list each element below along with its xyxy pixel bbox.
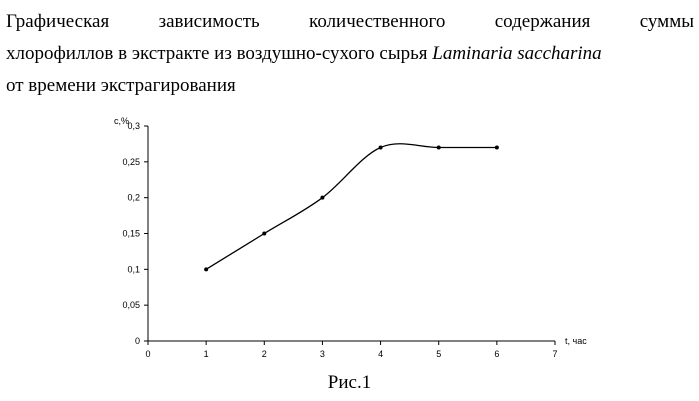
x-axis-label: t, час [565, 336, 587, 346]
y-axis-label: с,% [114, 116, 129, 126]
x-tick-label: 7 [552, 349, 557, 359]
data-point [437, 146, 441, 150]
chart-ticks: 0 0,05 0,1 0,15 0,2 0,25 0,3 0 1 2 3 4 5 6 7 [122, 121, 557, 359]
chart-series [204, 144, 499, 272]
x-tick-label: 0 [145, 349, 150, 359]
data-point [320, 196, 324, 200]
x-tick-label: 6 [494, 349, 499, 359]
data-point [204, 267, 208, 271]
data-point [262, 232, 266, 236]
y-tick-label: 0,15 [122, 229, 140, 239]
y-tick-label: 0,2 [127, 193, 140, 203]
chart-axes [148, 126, 555, 341]
x-tick-label: 4 [378, 349, 383, 359]
y-tick-label: 0,1 [127, 264, 140, 274]
x-tick-label: 5 [436, 349, 441, 359]
data-point [379, 146, 383, 150]
data-point [495, 146, 499, 150]
y-tick-label: 0,3 [127, 121, 140, 131]
y-tick-label: 0,25 [122, 157, 140, 167]
figure-caption: Рис.1 [0, 372, 699, 394]
y-tick-label: 0,05 [122, 300, 140, 310]
series-line [206, 144, 497, 270]
x-tick-label: 3 [320, 349, 325, 359]
y-tick-label: 0 [135, 336, 140, 346]
x-tick-label: 2 [262, 349, 267, 359]
x-tick-label: 1 [204, 349, 209, 359]
